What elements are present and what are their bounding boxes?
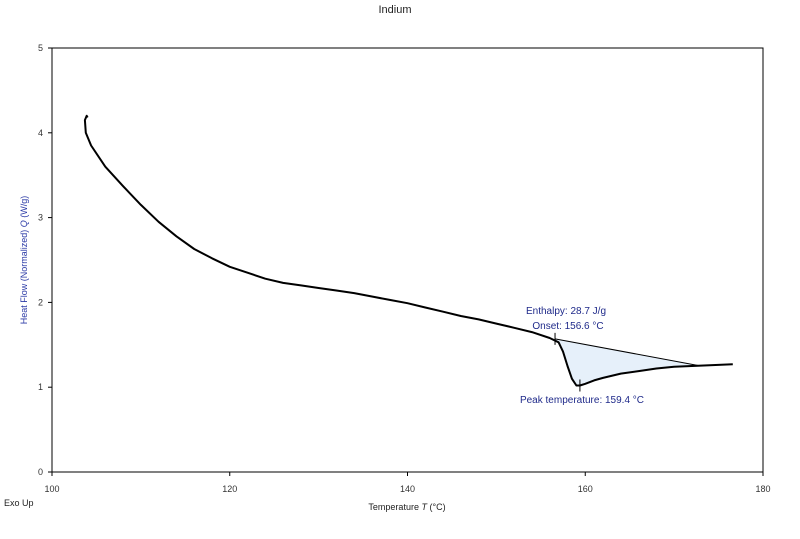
x-axis-ticks: 100 120 140 160 180 <box>44 472 771 494</box>
x-axis-symbol: T <box>421 502 428 512</box>
y-tick-label: 1 <box>38 382 43 392</box>
y-tick-label: 4 <box>38 128 43 138</box>
x-tick-label: 140 <box>400 484 415 494</box>
x-axis-title: Temperature T (°C) <box>368 502 445 512</box>
peak-area-fill <box>555 338 701 386</box>
y-tick-label: 3 <box>38 213 43 223</box>
y-axis-ticks: 0 1 2 3 4 5 <box>38 43 52 477</box>
y-axis-label: Heat Flow (Normalized) <box>19 230 29 325</box>
x-tick-label: 160 <box>578 484 593 494</box>
peak-annotation: Peak temperature: 159.4 °C <box>520 395 644 406</box>
heat-flow-curve <box>83 114 733 387</box>
y-tick-label: 5 <box>38 43 43 53</box>
integration-baseline <box>554 338 701 367</box>
x-axis-label: Temperature <box>368 502 419 512</box>
curve-layer <box>83 114 733 392</box>
exo-up-label: Exo Up <box>4 498 34 508</box>
y-axis-unit: (W/g) <box>19 196 29 218</box>
x-tick-label: 180 <box>755 484 770 494</box>
peak-area-layer <box>554 338 701 386</box>
x-tick-label: 100 <box>44 484 59 494</box>
x-tick-label: 120 <box>222 484 237 494</box>
onset-annotation: Onset: 156.6 °C <box>532 321 603 332</box>
plot-area <box>51 47 764 473</box>
y-axis-title: Heat Flow (Normalized) Q (W/g) <box>19 196 29 325</box>
enthalpy-annotation: Enthalpy: 28.7 J/g <box>526 306 606 317</box>
chart-title: Indium <box>378 4 411 16</box>
y-tick-label: 0 <box>38 467 43 477</box>
y-tick-label: 2 <box>38 297 43 307</box>
y-axis-symbol: Q <box>19 220 29 227</box>
x-axis-unit: (°C) <box>429 502 445 512</box>
